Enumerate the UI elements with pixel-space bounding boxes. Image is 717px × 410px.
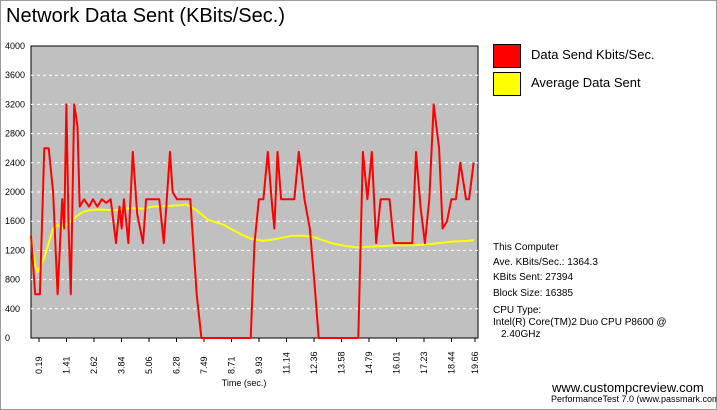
system-info: This Computer Ave. KBits/Sec.: 1364.3 KB… — [493, 240, 667, 341]
legend-label: Data Send Kbits/Sec. — [531, 47, 655, 62]
x-tick-label: 8.71 — [227, 356, 237, 374]
x-tick-label: 11.14 — [282, 352, 292, 374]
x-tick-label: 19.66 — [470, 351, 480, 374]
y-tick-label: 400 — [5, 304, 20, 314]
version-text: PerformanceTest 7.0 (www.passmark.com) — [551, 394, 717, 404]
info-cpu-label: CPU Type: — [493, 304, 542, 316]
info-cpu-line2: 2.40GHz — [501, 328, 541, 340]
website-text: www.custompcreview.com — [552, 380, 704, 395]
x-tick-label: 9.93 — [254, 356, 264, 374]
x-tick-label: 2.62 — [89, 356, 99, 374]
x-tick-label: 6.28 — [172, 356, 182, 374]
x-tick-label: 12.36 — [309, 351, 319, 374]
y-tick-label: 800 — [5, 275, 20, 285]
series-group — [30, 103, 475, 339]
y-tick-label: 4000 — [5, 41, 25, 51]
x-axis: 0.19 1.41 2.62 3.84 5.06 6.28 7.49 8.71 9.93 11.1… — [34, 338, 480, 374]
legend-label: Average Data Sent — [531, 75, 641, 90]
x-tick-label: 14.79 — [364, 351, 374, 374]
x-tick-label: 17.23 — [419, 351, 429, 374]
x-tick-label: 13.58 — [337, 351, 347, 374]
y-axis: 0 400 800 1200 1600 2000 2400 2800 3200 3600 4000 — [5, 41, 25, 343]
info-heading: This Computer — [493, 242, 559, 253]
x-tick-label: 3.84 — [117, 356, 127, 374]
y-tick-label: 3600 — [5, 70, 25, 80]
x-tick-label: 16.01 — [392, 351, 402, 374]
y-tick-label: 2000 — [5, 187, 25, 197]
x-tick-label: 1.41 — [62, 356, 72, 374]
y-tick-label: 1600 — [5, 216, 25, 226]
y-tick-label: 0 — [5, 333, 10, 343]
x-tick-label: 0.19 — [34, 356, 44, 374]
x-tick-label: 7.49 — [199, 356, 209, 374]
x-axis-label: Time (sec.) — [222, 378, 267, 388]
series-line-data-send-kbits-sec — [30, 103, 475, 339]
info-cpu-line1: Intel(R) Core(TM)2 Duo CPU P8600 @ — [493, 316, 667, 328]
y-tick-label: 2800 — [5, 129, 25, 139]
info-kbits-sent: KBits Sent: 27394 — [493, 272, 574, 284]
info-block-size: Block Size: 16385 — [493, 287, 574, 299]
x-tick-label: 5.06 — [144, 356, 154, 374]
legend-swatch-red — [493, 44, 521, 68]
y-tick-label: 2400 — [5, 158, 25, 168]
legend-swatch-yellow — [493, 72, 521, 96]
y-tick-label: 3200 — [5, 99, 25, 109]
info-average: Ave. KBits/Sec.: 1364.3 — [493, 257, 598, 269]
y-tick-label: 1200 — [5, 245, 25, 255]
x-tick-label: 18.44 — [447, 351, 457, 374]
chart-title: Network Data Sent (KBits/Sec.) — [6, 5, 285, 27]
